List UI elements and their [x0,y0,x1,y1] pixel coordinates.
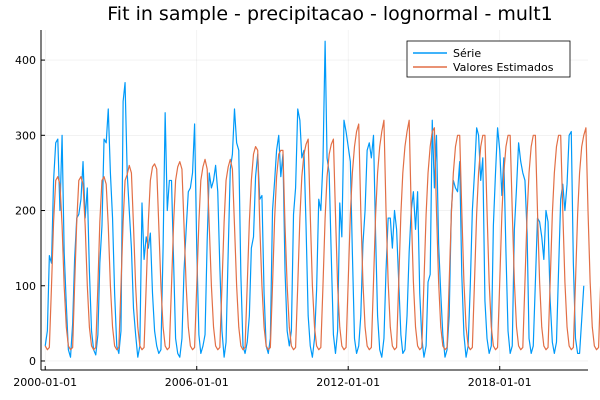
y-tick-label: 200 [15,205,36,218]
x-tick-label: 2012-01-01 [316,376,380,389]
x-tick-label: 2006-01-01 [165,376,229,389]
y-tick-label: 0 [29,355,36,368]
axes: 2000-01-01 2006-01-01 2012-01-01 2018-01-01… [13,30,588,389]
y-tick-label: 100 [15,280,36,293]
series-layer [44,40,600,358]
chart-title: Fit in sample - precipitacao - lognormal… [107,3,552,25]
legend-label: Valores Estimados [453,61,554,74]
x-tick-label: 2000-01-01 [13,376,77,389]
series-line-serie [44,40,585,358]
legend-label: Série [453,47,481,60]
y-tick-label: 300 [15,129,36,142]
y-tick-label: 400 [15,54,36,67]
series-line-valores-estimados [44,119,600,351]
legend-box [406,40,571,78]
x-tick-label: 2018-01-01 [468,376,532,389]
